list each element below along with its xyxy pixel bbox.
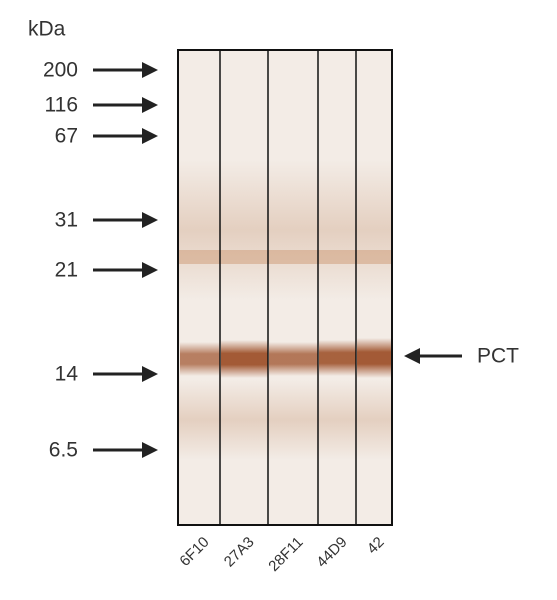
- arrowhead: [142, 212, 158, 228]
- band: [221, 340, 268, 378]
- marker-label: 67: [55, 125, 78, 148]
- arrowhead: [142, 442, 158, 458]
- arrowhead: [404, 348, 420, 364]
- pct-pointer: PCT: [404, 345, 519, 368]
- band: [319, 340, 356, 376]
- band: [357, 338, 391, 378]
- faint-band: [179, 250, 391, 264]
- arrowhead: [142, 62, 158, 78]
- arrowhead: [142, 262, 158, 278]
- lane-label: 27A3: [221, 534, 258, 571]
- marker-label: 6.5: [49, 439, 78, 462]
- lane-label: 44D9: [313, 534, 350, 571]
- marker-label: 116: [45, 94, 78, 117]
- markers: 200 116 67 31 21 14 6.5: [43, 59, 158, 462]
- marker-label: 14: [55, 363, 79, 386]
- lane-labels: 6F10 27A3 28F11 44D9 42: [176, 534, 387, 575]
- lane-label: 6F10: [176, 534, 212, 570]
- marker-label: 31: [55, 209, 78, 232]
- arrowhead: [142, 366, 158, 382]
- lane-label: 28F11: [265, 534, 306, 575]
- blot: [177, 49, 393, 526]
- unit-label: kDa: [28, 18, 66, 41]
- band: [180, 342, 220, 376]
- band: [269, 342, 318, 376]
- marker-label: 200: [43, 59, 78, 82]
- marker-label: 21: [55, 259, 78, 282]
- arrowhead: [142, 128, 158, 144]
- smear: [179, 160, 391, 300]
- arrowhead: [142, 97, 158, 113]
- smear: [179, 380, 391, 460]
- band-label: PCT: [477, 345, 519, 368]
- lane-label: 42: [364, 534, 388, 558]
